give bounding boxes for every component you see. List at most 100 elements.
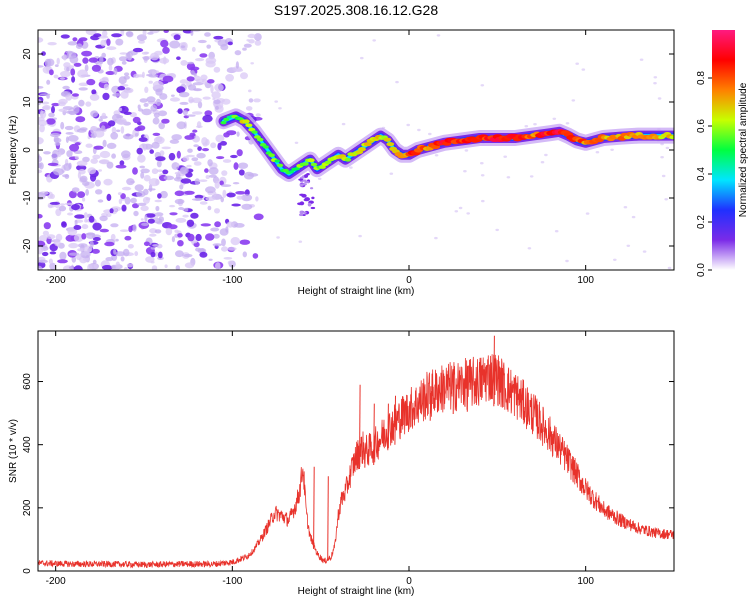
noise-dot: [66, 67, 70, 72]
noise-dot: [169, 97, 181, 102]
colorbar: 0.0 0.2 0.4 0.6 0.8 Normalized spectral ampl…: [696, 30, 749, 277]
noise-dot: [38, 86, 44, 89]
ridge-blob: [310, 206, 316, 210]
snr-y-tick-label: 200: [22, 499, 33, 516]
noise-dot: [358, 234, 362, 238]
noise-dot: [210, 84, 214, 94]
noise-dot: [140, 205, 149, 212]
noise-blob: [177, 233, 183, 238]
snr-series: [38, 335, 674, 569]
ridge-blob: [276, 163, 284, 168]
noise-dot: [236, 195, 244, 200]
noise-dot: [64, 174, 70, 179]
noise-dot: [71, 187, 80, 193]
noise-dot: [196, 125, 203, 128]
noise-dot: [197, 101, 203, 109]
ridge-blob: [254, 135, 261, 139]
noise-dot: [184, 208, 189, 212]
snr-y-tick: 400: [22, 436, 674, 453]
snr-x-axis: -200 -100 0 100: [46, 331, 594, 587]
noise-blob: [71, 204, 80, 211]
noise-dot: [126, 263, 134, 268]
ridge-blob: [242, 119, 250, 124]
spectrogram-noise: [38, 30, 672, 270]
noise-dot: [434, 154, 439, 157]
noise-dot: [79, 175, 88, 183]
noise-dot: [182, 156, 190, 162]
spectrogram-y-tick: 10: [22, 96, 674, 108]
noise-dot: [639, 58, 644, 61]
noise-dot: [92, 259, 97, 265]
noise-dot: [39, 235, 48, 242]
spectrogram-x-axis: -200 -100 0 100: [46, 30, 594, 286]
noise-dot: [119, 52, 128, 55]
spectrogram-x-tick-label: 0: [406, 275, 412, 286]
noise-dot: [63, 163, 72, 171]
figure-title: S197.2025.308.16.12.G28: [274, 2, 438, 18]
noise-dot: [62, 85, 70, 90]
noise-blob: [41, 51, 46, 56]
noise-dot: [106, 46, 117, 51]
noise-dot: [175, 250, 184, 258]
noise-dot: [241, 203, 253, 210]
noise-dot: [434, 236, 438, 240]
noise-blob: [217, 142, 222, 151]
noise-dot: [63, 265, 73, 270]
noise-blob: [73, 225, 82, 230]
noise-dot: [48, 112, 55, 118]
noise-dot: [87, 263, 93, 270]
noise-dot: [141, 51, 149, 55]
noise-blob: [119, 160, 125, 166]
noise-dot: [40, 93, 51, 96]
colorbar-tick: 0.6: [696, 119, 712, 133]
noise-dot: [143, 174, 151, 182]
noise-blob: [176, 56, 181, 60]
noise-dot: [80, 250, 91, 259]
noise-blob: [177, 240, 184, 247]
noise-dot: [205, 57, 217, 64]
noise-dot: [165, 227, 173, 236]
noise-dot: [349, 166, 353, 169]
noise-dot: [58, 205, 67, 212]
noise-dot: [180, 60, 188, 66]
colorbar-tick: 0.2: [696, 215, 712, 229]
noise-dot: [157, 110, 168, 117]
noise-blob: [51, 105, 55, 114]
noise-blob: [77, 191, 86, 199]
spectrogram-x-tick-label: 100: [577, 275, 594, 286]
noise-dot: [68, 242, 79, 249]
noise-dot: [180, 167, 188, 173]
noise-blob: [107, 120, 116, 127]
noise-dot: [82, 197, 86, 202]
noise-dot: [183, 253, 193, 258]
noise-dot: [214, 208, 220, 214]
noise-dot: [120, 90, 129, 99]
noise-blob: [92, 237, 101, 241]
noise-blob: [93, 33, 102, 38]
noise-dot: [151, 168, 159, 175]
noise-dot: [653, 82, 657, 85]
snr-spike: [452, 368, 455, 415]
noise-blob: [88, 215, 95, 223]
snr-spike: [466, 365, 469, 412]
ridge-blob: [344, 158, 352, 162]
noise-dot: [67, 212, 73, 216]
snr-spike: [359, 384, 361, 470]
noise-dot: [46, 79, 51, 85]
noise-dot: [158, 216, 164, 223]
snr-y-axis: 0 200 400 600: [22, 373, 674, 574]
snr-y-label: SNR (10 * v/v): [8, 419, 19, 483]
noise-dot: [40, 110, 47, 119]
noise-dot: [115, 38, 124, 46]
colorbar-tick-label: 0.8: [696, 71, 707, 85]
noise-dot: [215, 262, 221, 270]
noise-blob: [195, 233, 202, 242]
noise-blob: [162, 169, 169, 175]
noise-dot: [56, 57, 60, 65]
noise-dot: [191, 97, 202, 104]
noise-blob: [74, 142, 81, 146]
snr-spike: [387, 403, 389, 451]
snr-plot-area: [38, 331, 674, 571]
noise-dot: [191, 46, 196, 52]
noise-dot: [136, 74, 144, 78]
